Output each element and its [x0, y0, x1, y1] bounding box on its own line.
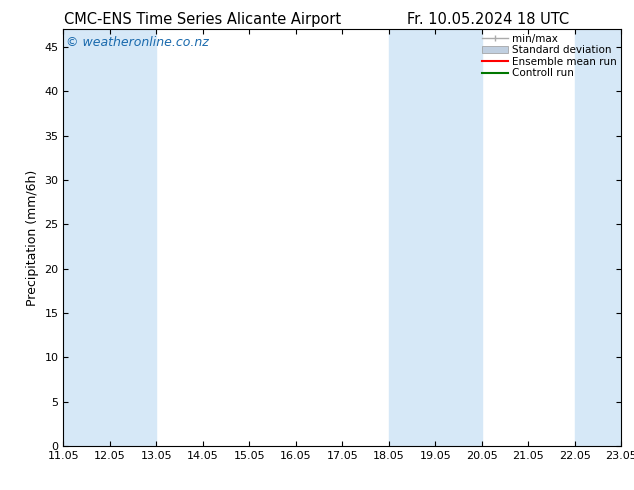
Text: CMC-ENS Time Series Alicante Airport: CMC-ENS Time Series Alicante Airport: [64, 12, 342, 27]
Y-axis label: Precipitation (mm/6h): Precipitation (mm/6h): [26, 170, 39, 306]
Legend: min/max, Standard deviation, Ensemble mean run, Controll run: min/max, Standard deviation, Ensemble me…: [480, 31, 619, 80]
Text: © weatheronline.co.nz: © weatheronline.co.nz: [66, 36, 209, 49]
Bar: [436, 29, 482, 446]
Bar: [63, 29, 110, 446]
Bar: [389, 29, 436, 446]
Text: Fr. 10.05.2024 18 UTC: Fr. 10.05.2024 18 UTC: [407, 12, 569, 27]
Bar: [110, 29, 157, 446]
Bar: [575, 29, 621, 446]
